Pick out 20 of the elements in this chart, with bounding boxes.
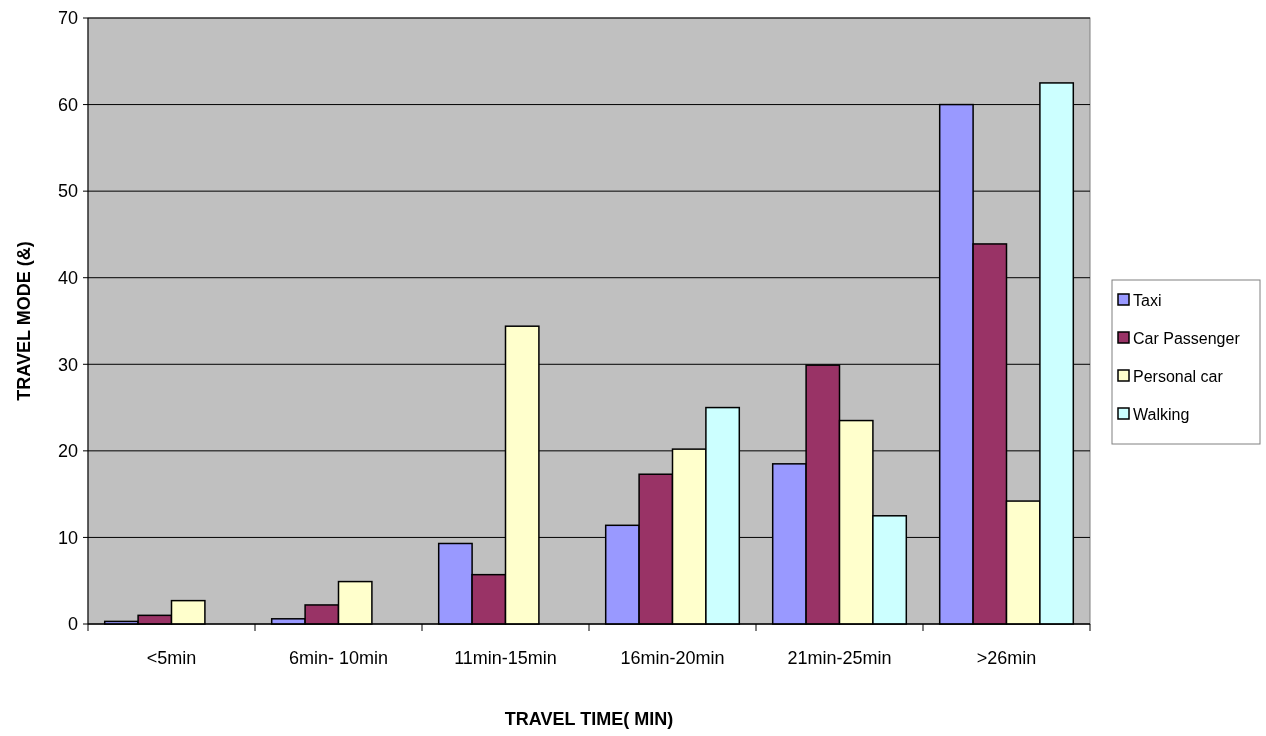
y-tick-label: 20 bbox=[57, 441, 78, 462]
x-tick-label: <5min bbox=[146, 648, 197, 668]
x-tick-label: 6min- 10min bbox=[288, 648, 389, 668]
x-tick-label: 21min-25min bbox=[787, 648, 892, 668]
legend-label: Personal car bbox=[1133, 367, 1224, 385]
legend-label: Car Passenger bbox=[1133, 329, 1241, 347]
y-tick-label: 0 bbox=[67, 614, 78, 635]
y-tick-label: 40 bbox=[57, 268, 78, 289]
legend-label: Taxi bbox=[1133, 291, 1162, 309]
x-tick-label: 16min-20min bbox=[620, 648, 725, 668]
x-axis-title: TRAVEL TIME( MIN) bbox=[504, 709, 674, 729]
y-tick-label: 60 bbox=[57, 94, 78, 115]
x-tick-label: >26min bbox=[976, 648, 1037, 668]
legend-label: Walking bbox=[1133, 405, 1190, 423]
x-tick-label: 11min-15min bbox=[454, 648, 557, 668]
y-tick-label: 10 bbox=[57, 527, 78, 548]
y-tick-label: 30 bbox=[57, 354, 78, 375]
y-tick-label: 50 bbox=[57, 181, 78, 202]
y-axis-title: TRAVEL MODE (&) bbox=[14, 241, 34, 401]
y-tick-label: 70 bbox=[57, 8, 78, 29]
